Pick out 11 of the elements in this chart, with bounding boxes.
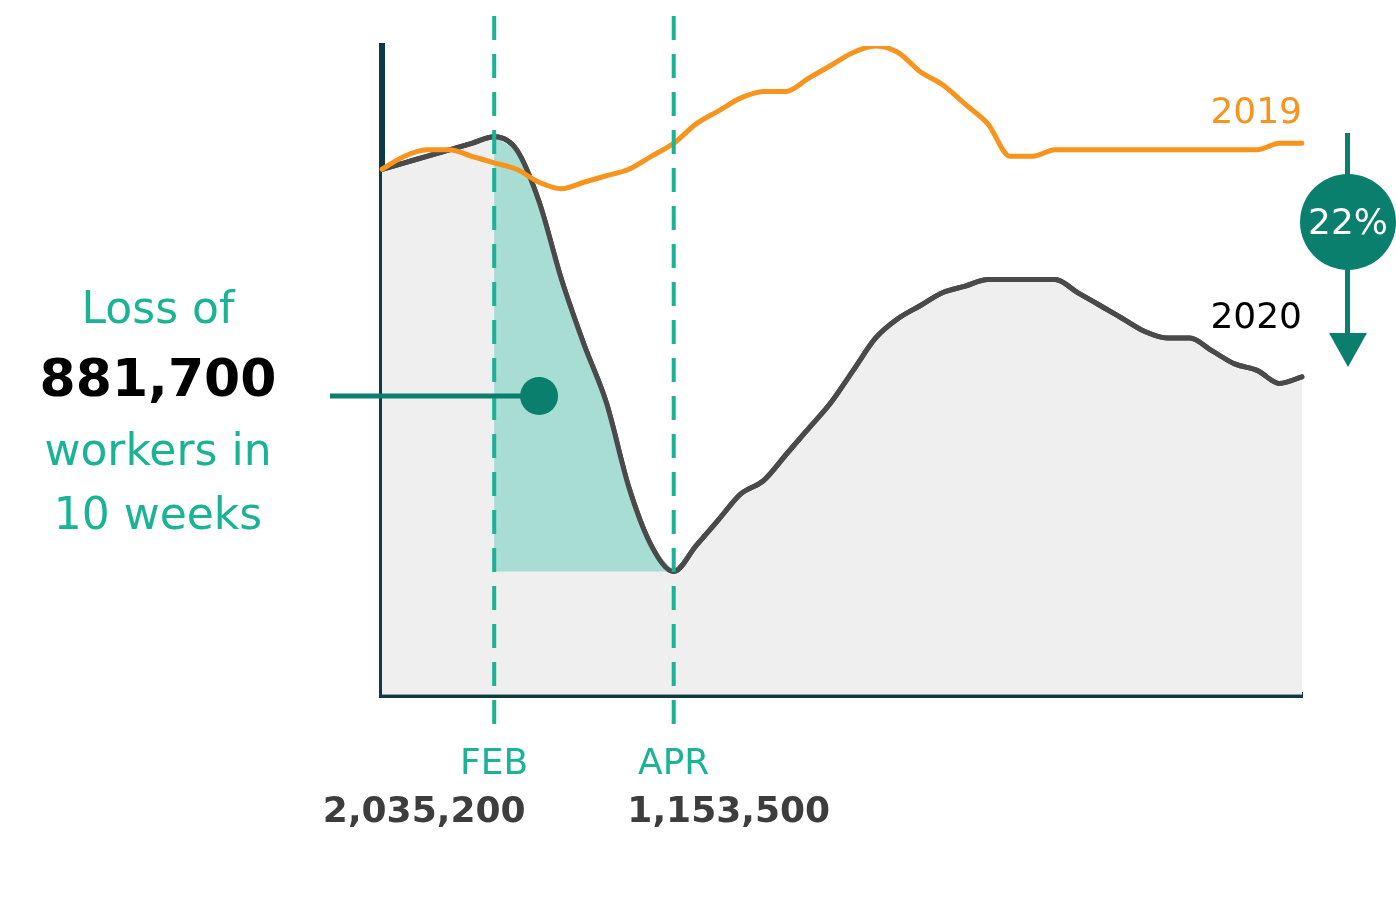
ref-line-label: 2,035,200: [322, 789, 526, 831]
x-tick-label: FEB: [460, 740, 529, 782]
text: 22%: [1307, 200, 1389, 245]
text: workers in: [44, 424, 272, 476]
series-label: 2019: [1210, 89, 1302, 131]
x-tick-label: APR: [638, 740, 710, 782]
text: Loss of: [81, 282, 236, 334]
text: 881,700: [39, 347, 277, 408]
ref-line-label: 1,153,500: [627, 789, 831, 831]
text: 10 weeks: [53, 488, 263, 540]
series-label: 2020: [1210, 295, 1302, 337]
